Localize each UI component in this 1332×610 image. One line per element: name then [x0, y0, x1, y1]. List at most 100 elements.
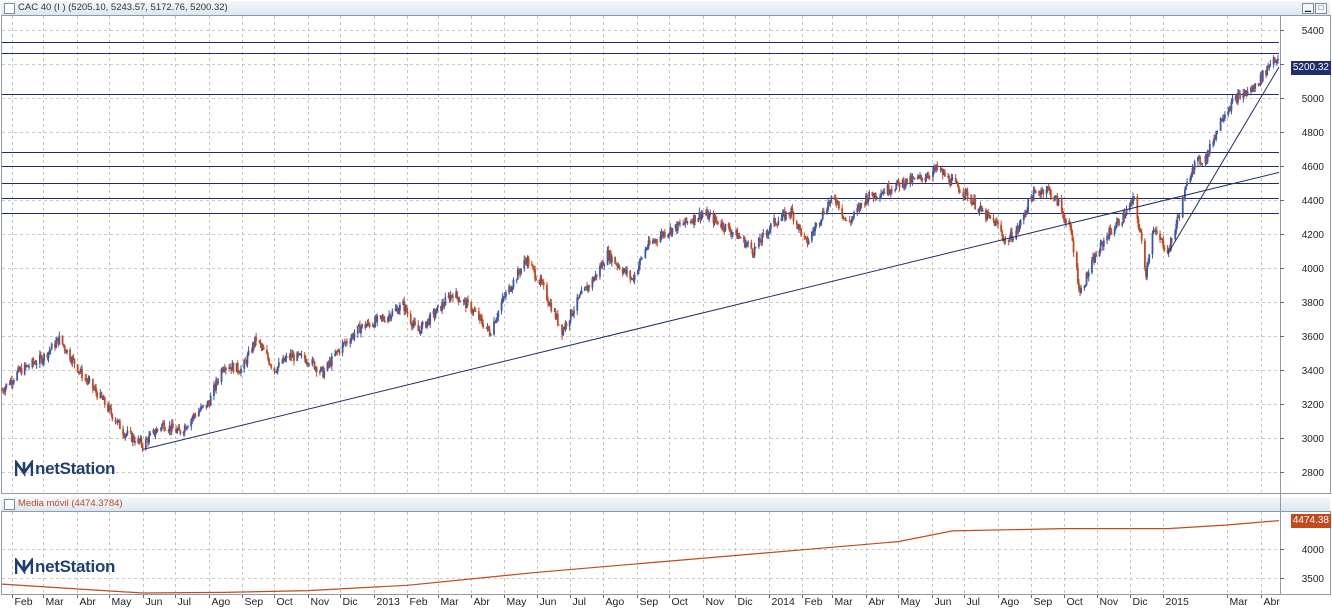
candle-body [247, 350, 250, 356]
candle-body [827, 201, 830, 210]
candle-body [285, 355, 288, 359]
x-tick-label: Jul [178, 596, 191, 608]
candle-body [853, 212, 855, 217]
candle-body [1244, 90, 1247, 96]
candle-body [972, 202, 974, 205]
candle-body [284, 358, 287, 362]
candle-body [1094, 253, 1097, 263]
candle-body [18, 367, 21, 371]
candle-body [905, 178, 907, 186]
maximize-button[interactable]: □ [1315, 3, 1327, 14]
candle-body [175, 428, 177, 433]
candle-body [389, 314, 392, 320]
candle-body [102, 397, 105, 400]
candle-body [843, 217, 846, 219]
candle-body [894, 189, 897, 191]
candle-body [364, 324, 367, 328]
candle-body [493, 321, 495, 335]
x-tick-label: Jul [573, 596, 586, 608]
candle-body [942, 171, 945, 175]
candle-body [781, 212, 784, 218]
candle-body [714, 216, 717, 221]
candle-body [848, 220, 851, 222]
candle-body [1025, 211, 1027, 215]
candle-body [607, 250, 610, 260]
candle-body [732, 232, 734, 234]
candle-body [115, 422, 118, 424]
candle-body [820, 219, 823, 222]
candle-body [1193, 161, 1196, 170]
candle-body [1146, 264, 1148, 278]
candle-body [515, 279, 518, 281]
panel-menu-icon[interactable] [4, 499, 15, 510]
candle-body [1040, 191, 1043, 196]
candle-body [1047, 187, 1050, 189]
candle-body [328, 360, 331, 365]
candle-body [1007, 240, 1010, 242]
candle-body [176, 430, 179, 433]
candle-body [133, 435, 135, 442]
candle-body [1144, 240, 1146, 268]
candle-body [736, 230, 739, 239]
candle-body [467, 299, 469, 303]
candle-body [791, 208, 794, 213]
candle-body [765, 232, 768, 234]
candle-body [958, 187, 960, 192]
candle-body [100, 392, 103, 398]
candle-body [648, 240, 651, 244]
candle-body [508, 286, 511, 293]
candle-body [759, 237, 761, 243]
candle-body [911, 177, 914, 183]
minimize-button[interactable]: ▁ [1302, 3, 1314, 14]
candle-body [111, 413, 114, 419]
candle-body [1200, 163, 1203, 165]
candle-body [1099, 242, 1102, 252]
candle-body [1102, 240, 1105, 247]
candle-body [660, 232, 663, 236]
candle-body [109, 405, 112, 409]
candle-body [19, 367, 22, 371]
candle-body [466, 299, 468, 308]
candle-body [615, 263, 618, 265]
candle-body [163, 422, 166, 430]
candle-body [376, 316, 379, 322]
candle-body [830, 196, 833, 201]
candle-body [421, 321, 424, 325]
candle-body [48, 350, 51, 353]
candle-body [88, 378, 91, 380]
candle-body [1160, 238, 1163, 240]
candle-body [629, 270, 632, 279]
candle-body [462, 300, 465, 302]
candle-body [844, 217, 847, 221]
candle-body [962, 192, 965, 197]
candle-body [971, 199, 973, 205]
candle-body [1159, 233, 1161, 240]
candle-body [27, 365, 29, 367]
candle-body [168, 425, 171, 432]
x-tick-label: Abr [80, 596, 97, 608]
candle-body [1206, 151, 1209, 162]
candle-body [852, 216, 854, 219]
candle-body [685, 217, 688, 222]
candle-body [346, 341, 348, 344]
candle-body [616, 264, 619, 267]
candle-body [485, 327, 488, 329]
candle-body [993, 220, 996, 226]
candle-body [941, 169, 944, 175]
candle-body [584, 286, 587, 288]
indicator-panel-frame [1, 511, 1331, 595]
candle-body [64, 350, 67, 353]
candle-body [117, 420, 120, 422]
candle-body [1017, 226, 1020, 231]
candle-body [659, 235, 662, 243]
panel-menu-icon[interactable] [4, 3, 15, 14]
candle-body [456, 291, 459, 298]
y-tick-label: 3600 [1302, 332, 1325, 343]
y-tick-label: 3800 [1302, 298, 1325, 309]
candle-body [909, 176, 912, 184]
candle-body [304, 359, 307, 364]
candle-body [259, 341, 262, 345]
candle-body [321, 367, 323, 369]
candle-body [170, 423, 173, 432]
x-tick-label: Nov [706, 596, 725, 608]
